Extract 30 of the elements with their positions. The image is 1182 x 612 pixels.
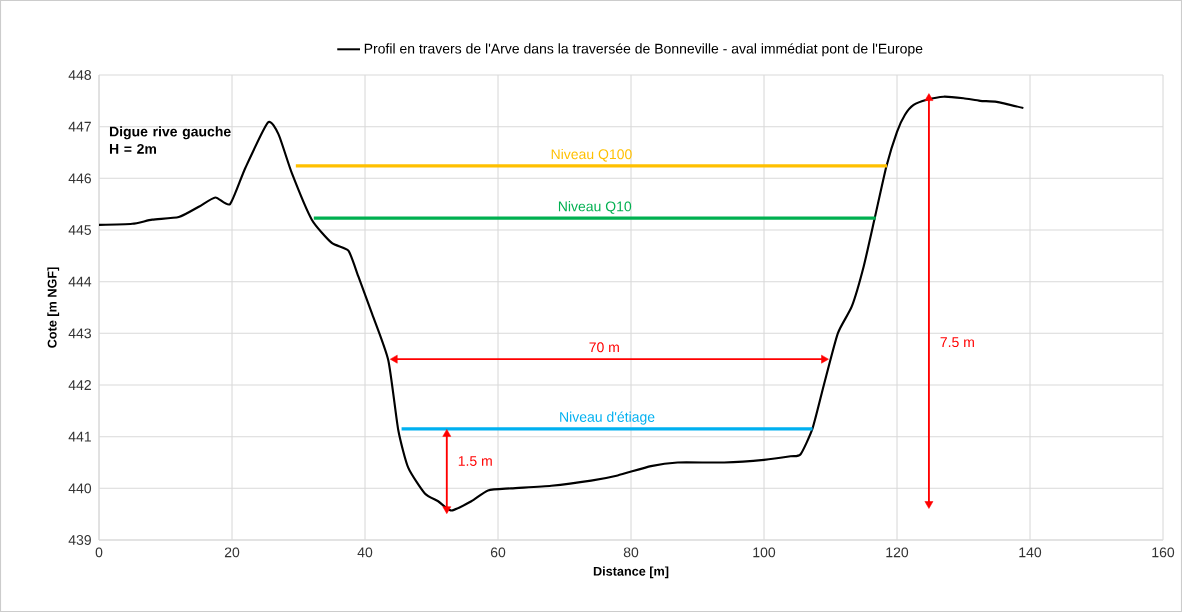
annotation: Digue rive gauche H = 2m: [109, 126, 231, 154]
x-tick-label: 120: [886, 547, 909, 558]
x-tick-label: 20: [224, 547, 240, 558]
x-tick-label: 60: [490, 547, 506, 558]
y-tick-label: 441: [68, 431, 91, 442]
y-tick-label: 439: [68, 535, 91, 545]
y-axis-title: Cote [m NGF]: [47, 267, 60, 348]
line-series: [97, 95, 1025, 512]
series-label: Niveau d'étiage: [560, 411, 655, 425]
x-tick-label: 40: [357, 547, 373, 558]
x-tick-label: 0: [95, 547, 103, 558]
series-label: Niveau Q100: [551, 148, 632, 162]
y-tick-label: 444: [68, 276, 92, 287]
annotation: 70 m: [589, 342, 619, 353]
x-tick-label: 100: [753, 547, 776, 558]
series-label: Niveau Q10: [558, 201, 632, 214]
annotation: 1.5 m: [458, 456, 492, 466]
y-tick-label: 448: [68, 70, 92, 80]
x-axis-title: Distance [m]: [593, 566, 669, 579]
y-tick-label: 446: [68, 173, 92, 184]
x-tick-label: 160: [1152, 547, 1175, 558]
annotation: 7.5 m: [940, 337, 974, 348]
y-tick-label: 445: [68, 225, 92, 235]
y-tick-label: 442: [68, 380, 91, 390]
legend-label: Profil en travers de l'Arve dans la traversée de Bonneville - aval immédiat pont de l'Europe: [364, 43, 923, 57]
x-tick-label: 80: [623, 547, 639, 558]
y-tick-label: 447: [68, 121, 91, 132]
y-tick-label: 443: [68, 328, 92, 339]
y-tick-label: 440: [68, 483, 92, 494]
x-tick-label: 140: [1019, 547, 1042, 558]
